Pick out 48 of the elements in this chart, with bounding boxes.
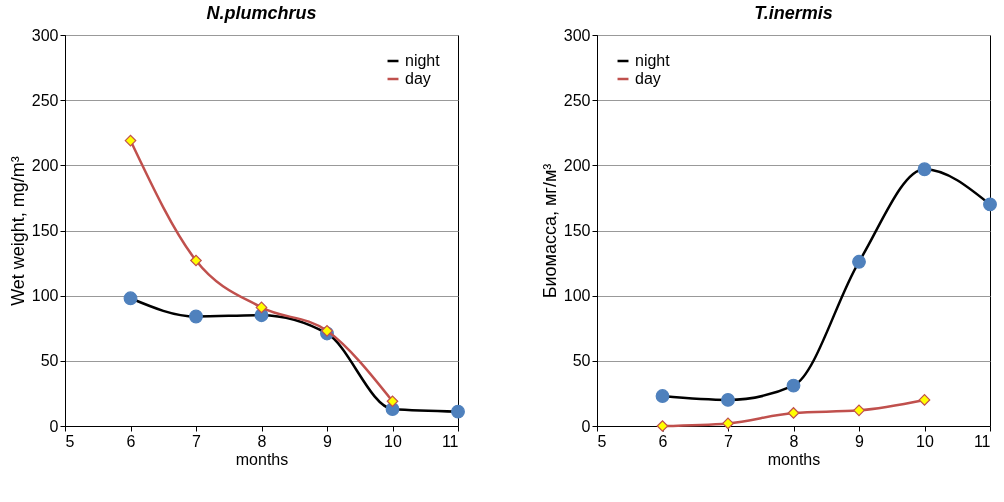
x-tick-label: 10 xyxy=(916,432,934,450)
chart-title: N.plumchrus xyxy=(206,3,317,23)
y-axis-title: Биомасса, мг/м³ xyxy=(539,163,560,299)
y-tick-label: 50 xyxy=(572,352,591,370)
x-tick-label: 6 xyxy=(126,432,136,450)
point xyxy=(190,254,202,267)
point xyxy=(321,325,333,337)
y-tick-label: 250 xyxy=(31,91,59,109)
x-tick-label: 8 xyxy=(789,432,799,450)
y-axis-title: Wet weight, mg/m³ xyxy=(7,156,28,306)
point xyxy=(918,394,931,406)
y-tick-label: 150 xyxy=(563,222,591,239)
x-tick-label: 5 xyxy=(65,432,75,450)
y-tick-label: 300 xyxy=(563,26,591,44)
point xyxy=(255,301,268,314)
x-tick-label: 9 xyxy=(855,432,865,450)
y-tick-label: 200 xyxy=(31,156,59,174)
point xyxy=(722,417,734,430)
y-tick-label: 250 xyxy=(563,91,591,109)
x-tick-label: 8 xyxy=(257,432,267,450)
x-tick-label: 9 xyxy=(323,432,333,450)
legend-label: day xyxy=(405,70,431,87)
y-tick-label: 100 xyxy=(563,287,591,305)
legend-label: day xyxy=(635,70,661,87)
legend-label: night xyxy=(405,52,441,69)
point xyxy=(124,134,137,147)
point xyxy=(853,404,865,417)
chart-title: T.inermis xyxy=(754,3,833,23)
point xyxy=(656,420,669,432)
x-tick-label: 7 xyxy=(724,432,734,450)
x-tick-label: 5 xyxy=(597,432,607,450)
y-tick-label: 300 xyxy=(31,26,59,44)
point xyxy=(386,395,399,408)
x-axis-title: months xyxy=(235,450,289,468)
y-tick-label: 50 xyxy=(40,352,59,370)
y-tick-label: 0 xyxy=(49,417,59,435)
legend-label: night xyxy=(635,52,671,69)
x-axis-title: months xyxy=(767,450,821,468)
x-tick-label: 11 xyxy=(973,432,991,450)
x-tick-label: 6 xyxy=(658,432,668,450)
x-tick-label: 10 xyxy=(384,432,402,450)
y-tick-label: 150 xyxy=(31,222,59,239)
y-tick-label: 100 xyxy=(31,287,59,305)
point xyxy=(787,407,800,419)
y-tick-label: 0 xyxy=(581,417,591,435)
y-tick-label: 200 xyxy=(563,156,591,174)
x-tick-label: 7 xyxy=(192,432,202,450)
x-tick-label: 11 xyxy=(441,432,459,450)
